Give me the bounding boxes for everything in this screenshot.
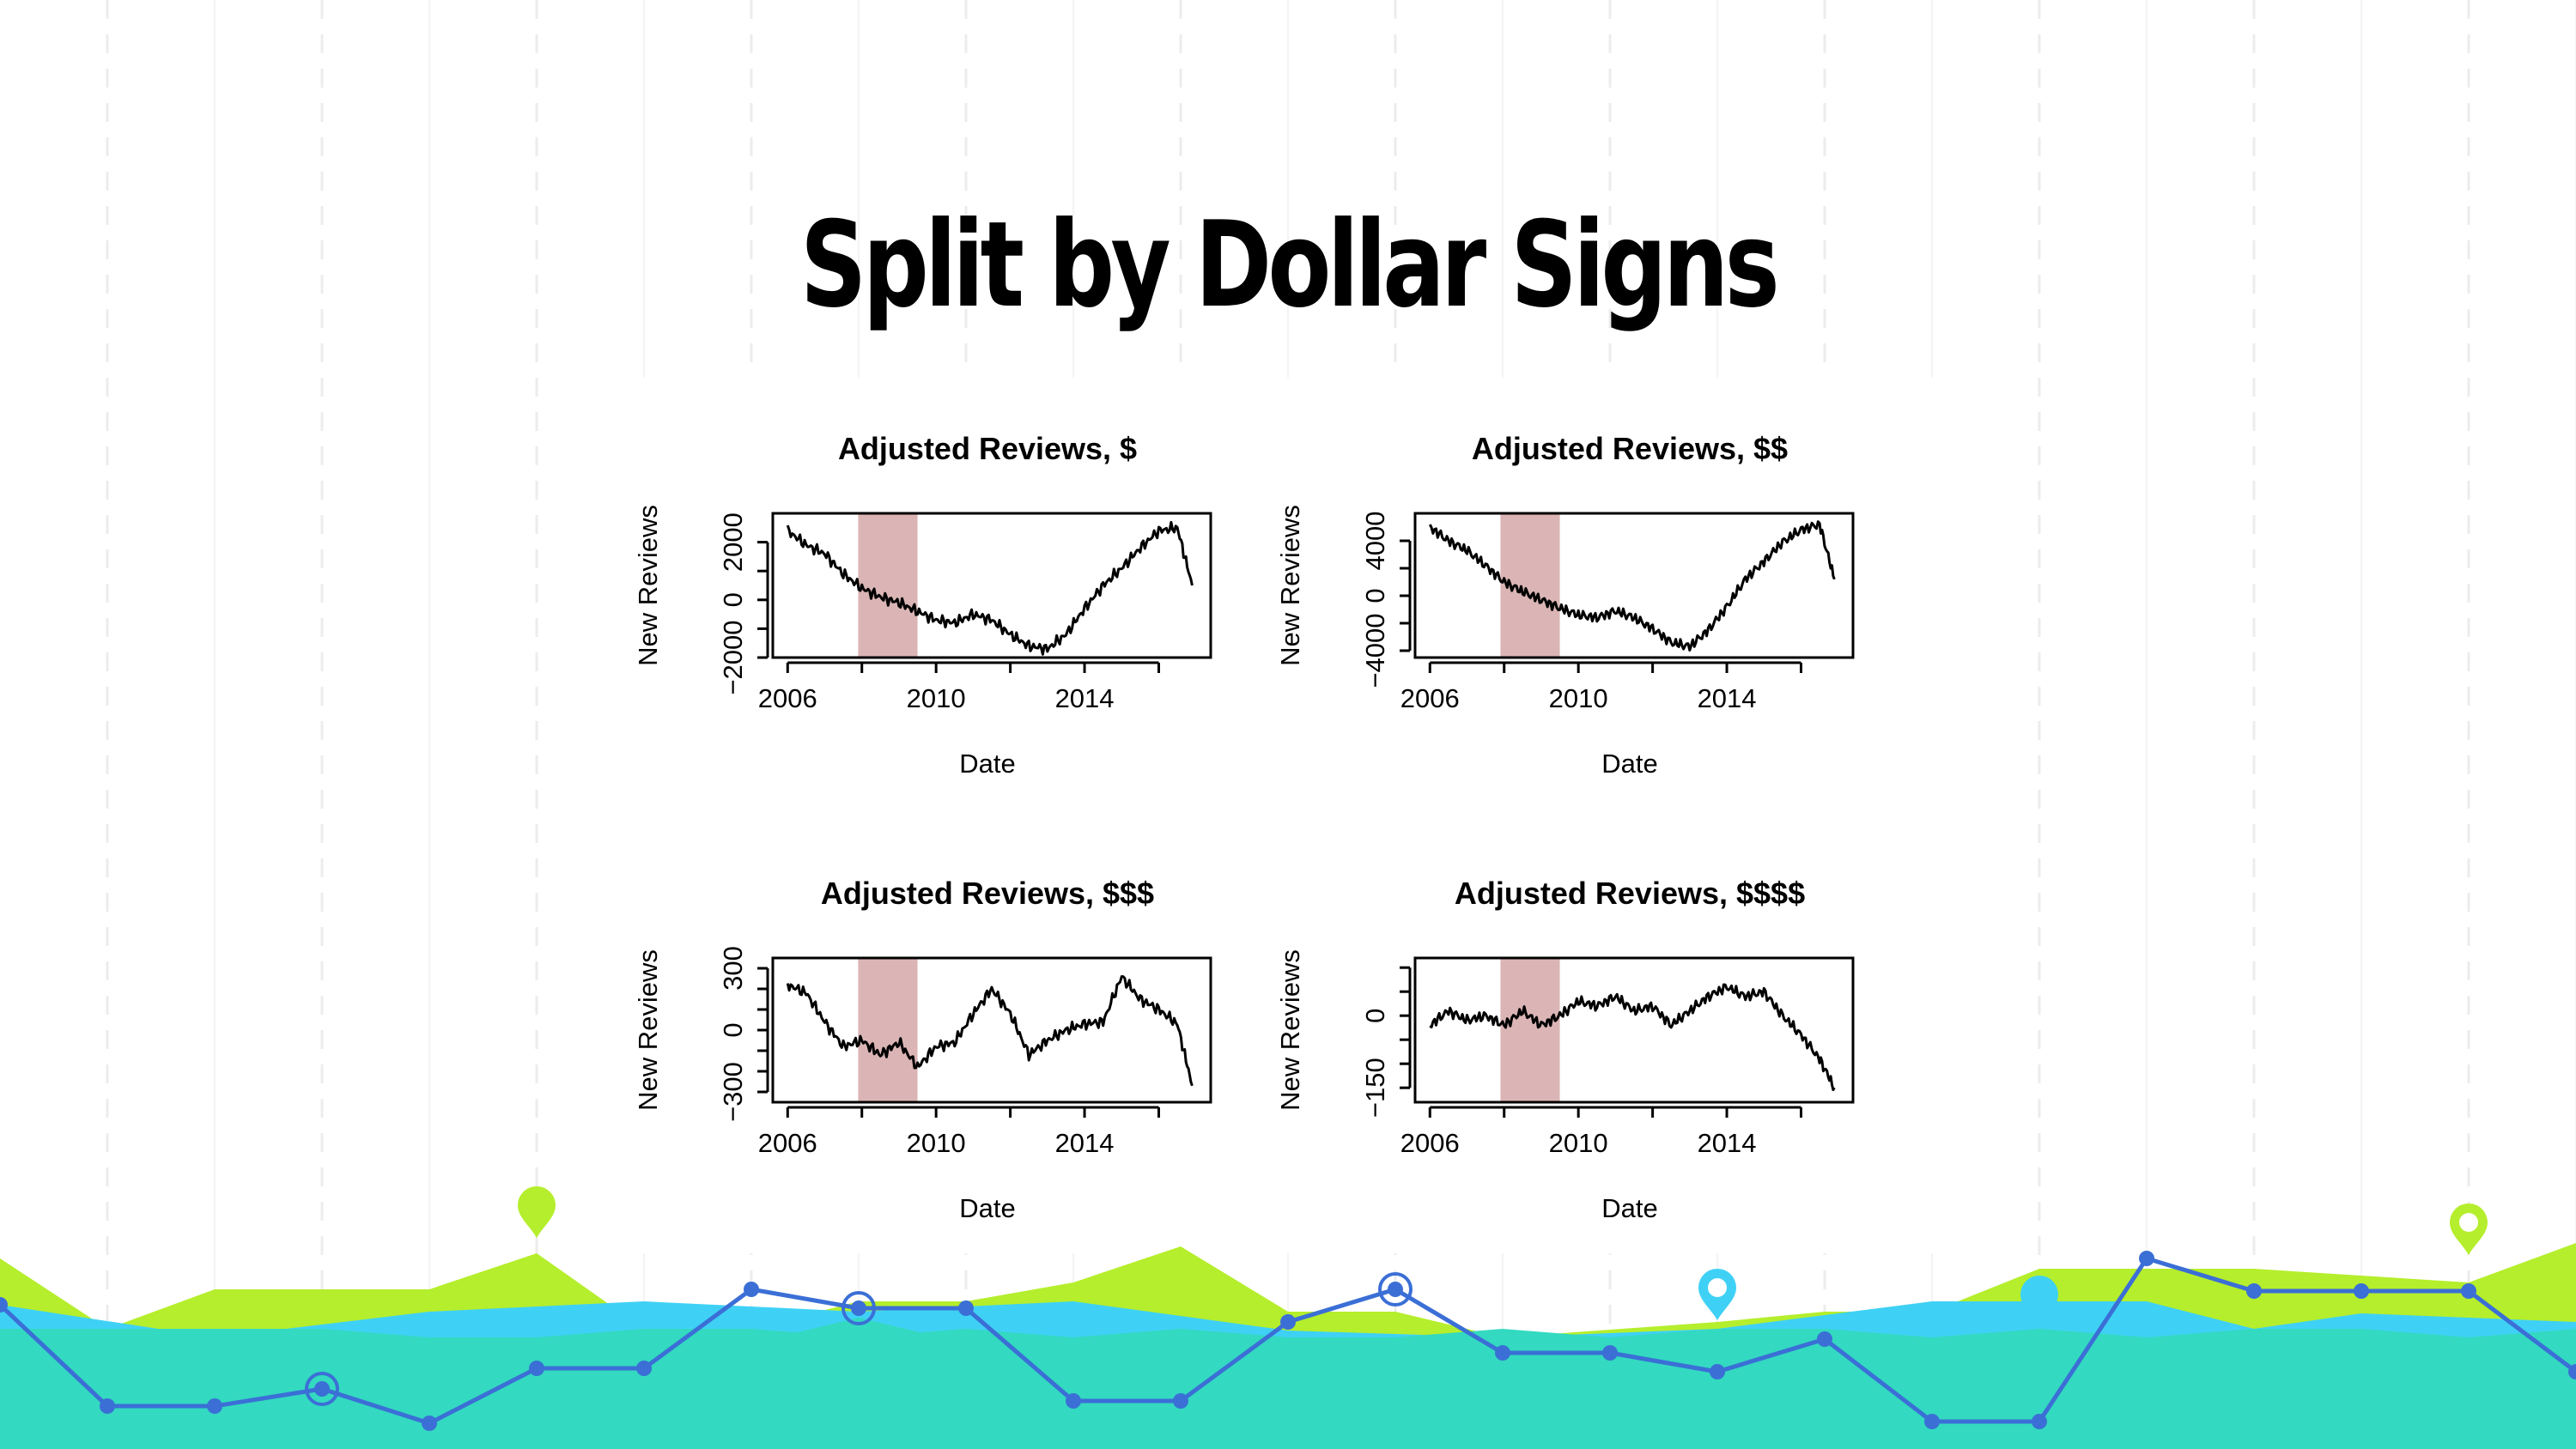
chart-panel-2: Adjusted Reviews, $$ 2006 2010 2014 Date −400… [1261,412,1930,858]
y-axis-label: New Reviews [633,949,663,1111]
recession-shade [858,958,918,1102]
footer-trend-dot [2568,1364,2576,1379]
footer-trend-dot [1924,1414,1940,1429]
decorative-footer [0,1186,2576,1449]
y-tick-label: 2000 [718,512,748,572]
footer-trend-dot [1388,1282,1403,1297]
footer-trend-dot [636,1361,652,1376]
footer-location-pin [518,1186,556,1238]
footer-trend-ring [305,1372,339,1406]
plot-frame [771,512,1212,659]
x-tick-label: 2014 [1055,683,1115,713]
series-line [786,520,1194,656]
footer-trend-dot [1817,1331,1832,1347]
y-axis-label: New Reviews [1275,949,1305,1111]
x-tick-label: 2006 [758,683,817,713]
x-axis-label: Date [1601,749,1657,779]
chart-title: Adjusted Reviews, $$$$ [1455,876,1805,911]
footer-trend-dot [2354,1283,2369,1299]
chart-svg: Adjusted Reviews, $$$ 2006 2010 2014 Date −30… [633,876,1212,1223]
footer-trend-dot [2246,1283,2262,1299]
footer-trend-dot [422,1416,437,1431]
y-axis-label: New Reviews [1275,505,1305,666]
series-line [786,975,1194,1087]
plot-frame [1413,956,1855,1104]
x-tick-label: 2010 [1549,683,1608,713]
chart-svg: Adjusted Reviews, $$$$ 2006 2010 2014 Date −1… [1275,876,1855,1223]
chart-title: Adjusted Reviews, $$$ [821,876,1154,911]
y-tick-label: 0 [1360,1009,1390,1023]
chart-panel-1: Adjusted Reviews, $ 2006 2010 2014 Date −2000… [618,412,1288,858]
x-tick-label: 2014 [1698,683,1757,713]
plot-frame [1413,512,1855,659]
footer-trend-dot [851,1300,866,1316]
footer-trend-dot [2032,1414,2047,1429]
footer-trend-dot [744,1282,759,1297]
footer-trend-dot [1602,1345,1618,1361]
footer-trend-dot [100,1398,115,1414]
y-tick-label: 0 [718,592,748,607]
footer-trend-ring [841,1291,876,1325]
footer-trend-dot [207,1398,222,1414]
y-tick-label: 4000 [1360,512,1390,571]
footer-location-pin [2020,1276,2058,1327]
series-line [1428,520,1836,652]
y-tick-label: −300 [718,1062,748,1122]
x-tick-label: 2010 [907,683,966,713]
chart-svg: Adjusted Reviews, $$ 2006 2010 2014 Date −400… [1275,431,1855,779]
chart-title: Adjusted Reviews, $$ [1472,431,1788,466]
chart-panel-4: Adjusted Reviews, $$$$ 2006 2010 2014 Date −1… [1261,857,1930,1303]
y-tick-label: −2000 [718,620,748,694]
chart-panel-3: Adjusted Reviews, $$$ 2006 2010 2014 Date −30… [618,857,1288,1303]
footer-pin-hole [1708,1278,1727,1297]
footer-trend-dot [314,1381,330,1397]
y-tick-label: 300 [718,946,748,991]
footer-trend-dot [1280,1314,1296,1330]
footer-trend-dot [958,1300,974,1316]
footer-trend-dot [1495,1345,1510,1361]
x-axis-label: Date [959,1193,1015,1223]
x-axis-label: Date [1601,1193,1657,1223]
footer-trend-dot [1710,1364,1725,1379]
series-line [1429,983,1836,1091]
x-tick-label: 2010 [907,1128,966,1158]
footer-trend-dot [1173,1393,1188,1409]
y-tick-label: 0 [1360,588,1390,603]
y-tick-label: −150 [1360,1058,1390,1118]
plot-frame [771,956,1212,1104]
footer-trend-dot [0,1297,8,1313]
x-tick-label: 2014 [1698,1128,1757,1158]
footer-pin-hole [2459,1213,2478,1232]
chart-svg: Adjusted Reviews, $ 2006 2010 2014 Date −2000… [633,431,1212,779]
y-tick-label: 0 [718,1022,748,1037]
footer-trend-dot [1066,1393,1081,1409]
y-tick-label: −4000 [1360,613,1390,688]
x-axis-label: Date [959,749,1015,779]
x-tick-label: 2006 [758,1128,817,1158]
x-tick-label: 2014 [1055,1128,1115,1158]
y-axis-label: New Reviews [633,505,663,666]
footer-trend-dot [529,1361,544,1376]
footer-trend-dot [2139,1251,2154,1266]
x-tick-label: 2006 [1400,683,1460,713]
footer-trend-ring [1378,1272,1413,1307]
slide-title: Split by Dollar Signs [799,196,1780,334]
x-tick-label: 2006 [1400,1128,1460,1158]
recession-shade [1500,958,1560,1102]
chart-title: Adjusted Reviews, $ [838,431,1137,466]
x-tick-label: 2010 [1549,1128,1608,1158]
footer-trend-dot [2461,1283,2476,1299]
recession-shade [858,513,918,658]
